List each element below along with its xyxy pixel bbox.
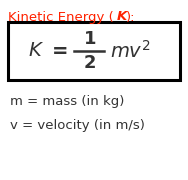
FancyBboxPatch shape bbox=[8, 22, 180, 80]
Text: 2: 2 bbox=[84, 54, 96, 72]
Text: K: K bbox=[117, 10, 127, 24]
Text: ):: ): bbox=[126, 10, 136, 24]
Text: v = velocity (in m/s): v = velocity (in m/s) bbox=[10, 118, 145, 132]
Text: =: = bbox=[52, 42, 68, 60]
Text: m = mass (in kg): m = mass (in kg) bbox=[10, 96, 124, 109]
Text: 1: 1 bbox=[84, 30, 96, 48]
Text: Kinetic Energy (: Kinetic Energy ( bbox=[8, 10, 114, 24]
Text: $\mathit{K}$: $\mathit{K}$ bbox=[28, 42, 44, 60]
Text: $\mathit{mv}^2$: $\mathit{mv}^2$ bbox=[110, 40, 151, 62]
